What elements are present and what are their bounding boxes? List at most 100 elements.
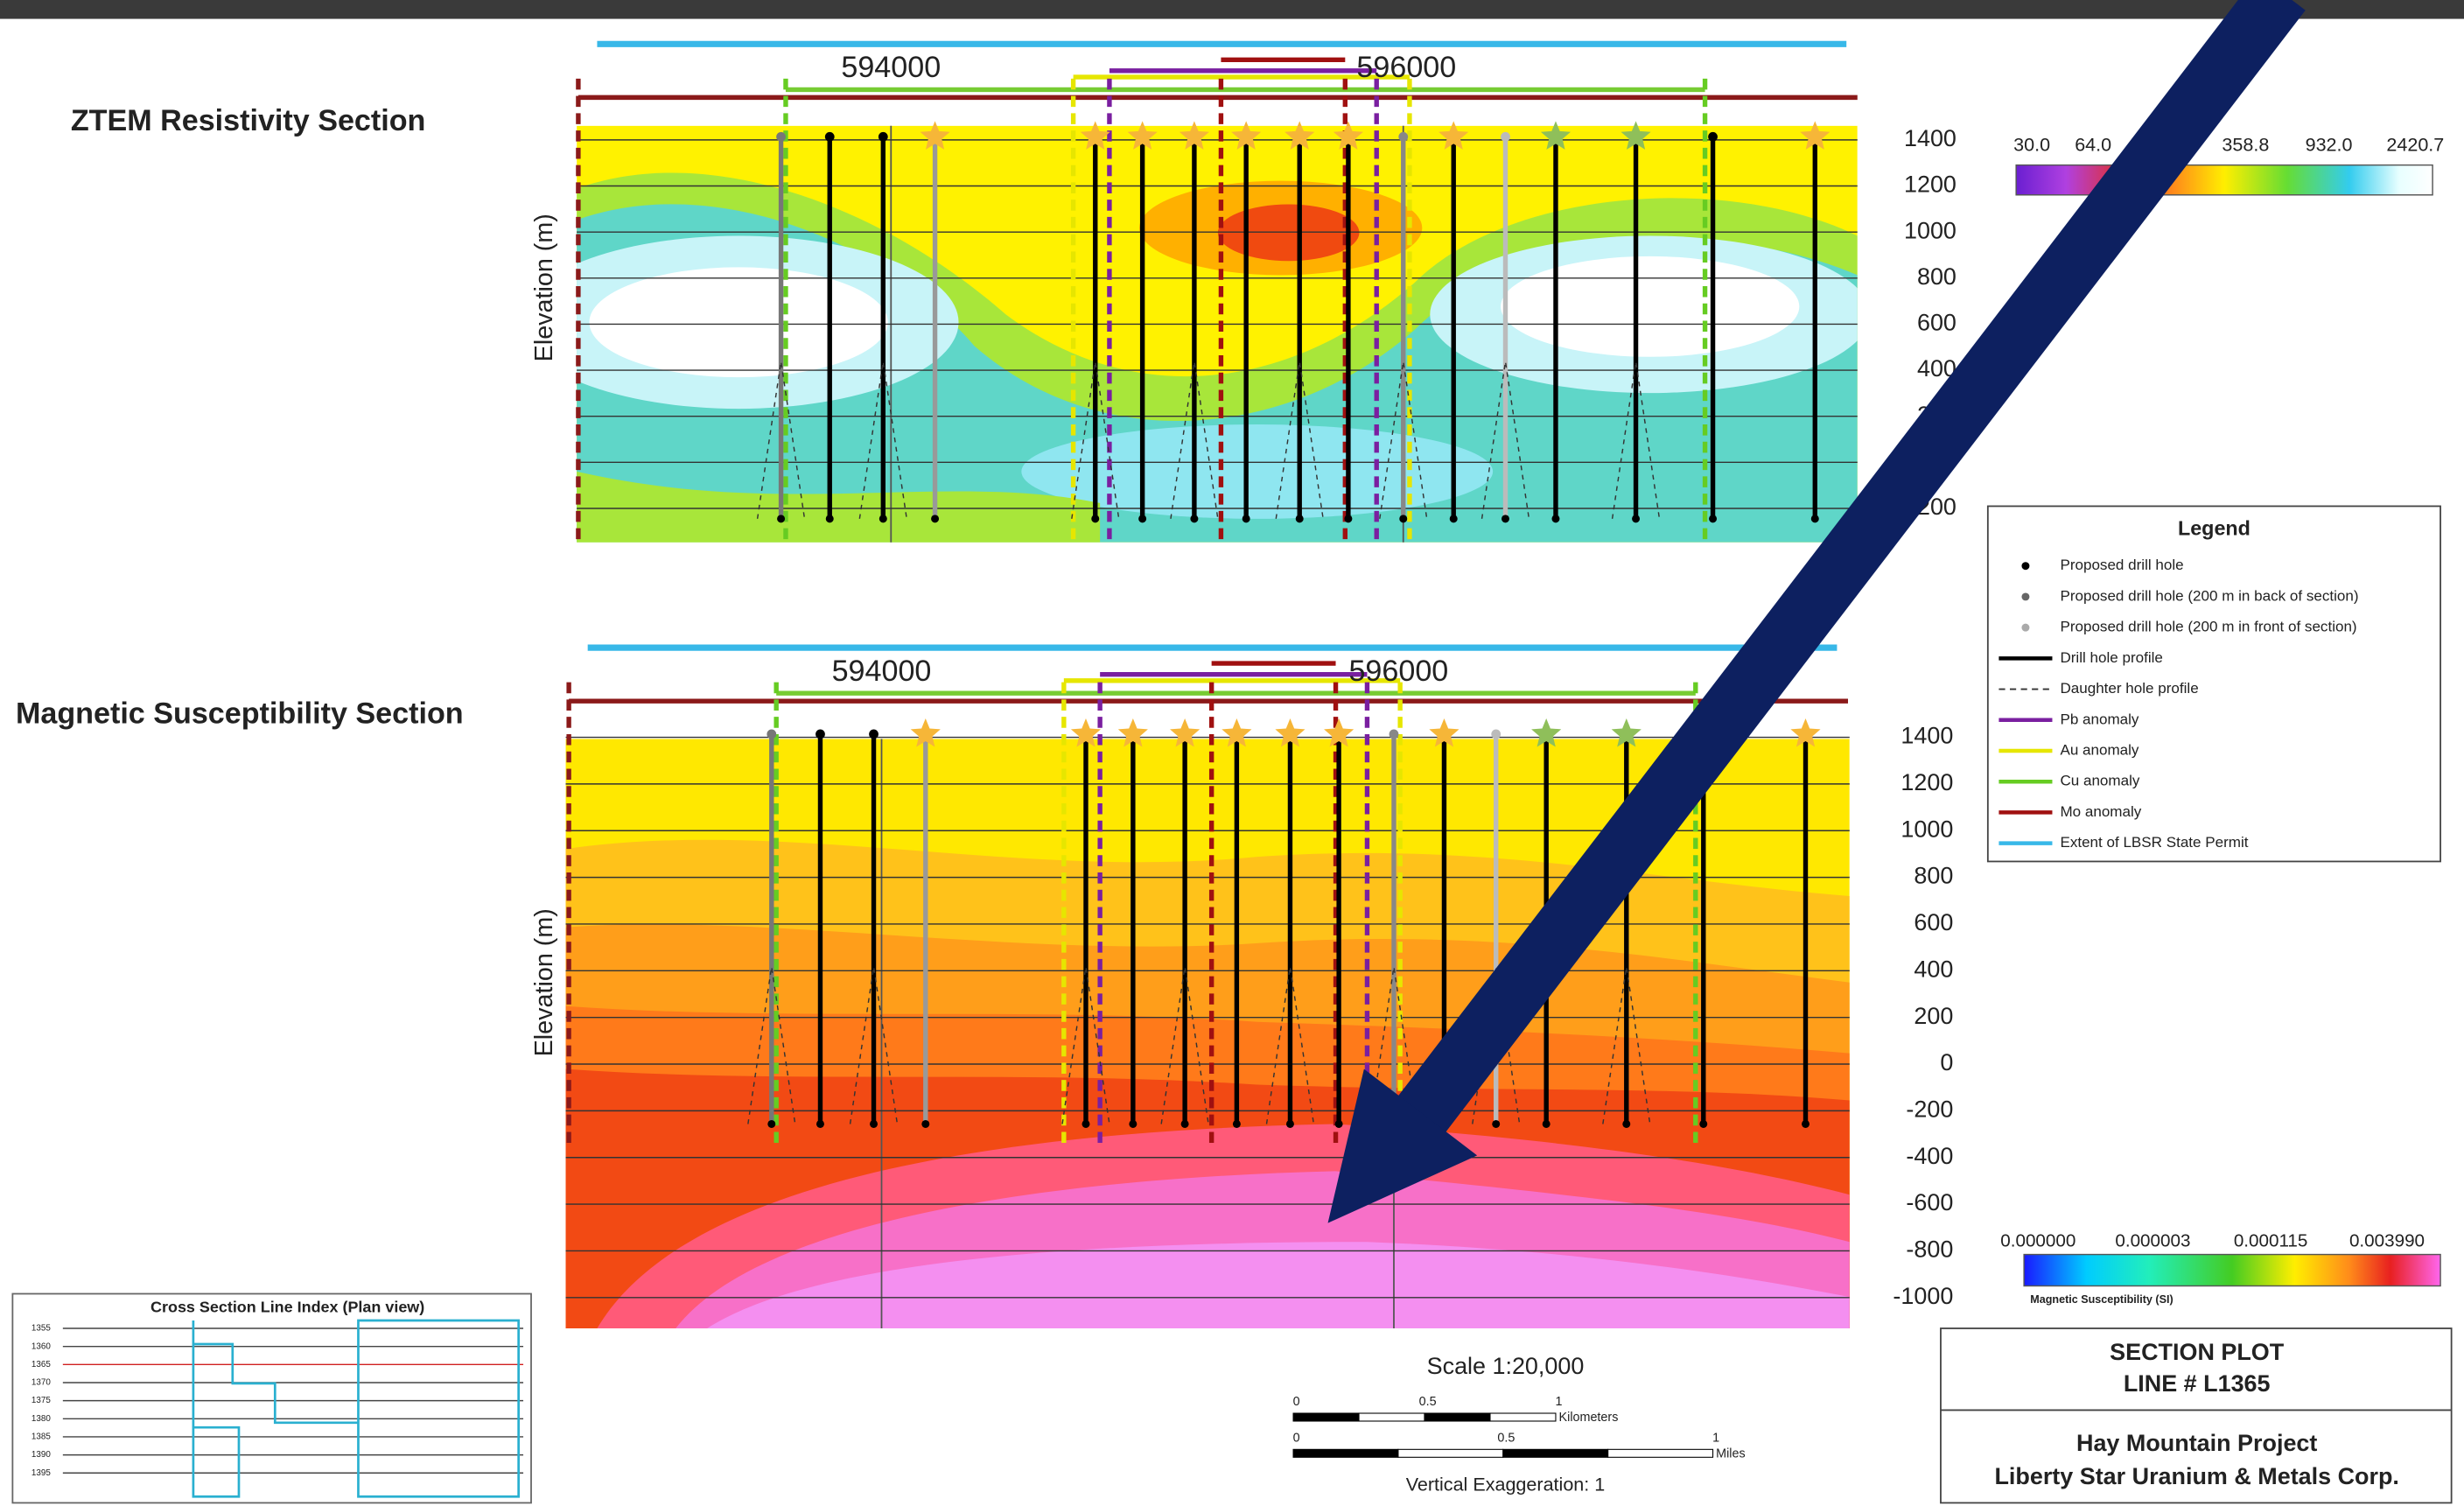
easting-label: 596000 (1348, 655, 1448, 688)
drill-star (1231, 121, 1262, 150)
colorbar-label: 2420.7 (2386, 134, 2444, 156)
y-tick-label: -1000 (1893, 1283, 1953, 1309)
top-frame (0, 0, 2464, 19)
susceptibility-fill (565, 739, 1850, 1329)
easting-label: 596000 (1356, 51, 1456, 84)
drill-hole-end (825, 515, 834, 523)
scale-bar (1292, 1412, 1360, 1422)
drill-hole-end (1622, 1119, 1631, 1128)
section-title: ZTEM Resistivity Section (71, 104, 426, 137)
drill-star (1179, 121, 1209, 150)
drill-hole-end (1449, 515, 1458, 523)
scale-label: 0.5 (1497, 1432, 1515, 1446)
drill-star (1284, 121, 1315, 150)
legend-box (1986, 505, 2441, 863)
colorbar-label: 0.003990 (2349, 1231, 2425, 1251)
drill-hole-end (870, 1119, 878, 1128)
drill-hole-end (1492, 1119, 1501, 1128)
drill-star (1620, 121, 1651, 150)
daughter-hole (849, 966, 899, 1124)
y-tick-label: 400 (1914, 956, 1953, 982)
title-line: LINE # L1365 (2124, 1370, 2271, 1397)
drill-hole-end (1285, 1119, 1294, 1128)
index-line-label: 1365 (32, 1360, 51, 1369)
y-tick-label: 800 (1917, 263, 1956, 290)
drill-hole-end (1802, 1119, 1810, 1128)
drill-hole-end (1344, 515, 1353, 523)
drill-hole-end (767, 1119, 776, 1128)
colorbar-label: 0.000115 (2234, 1231, 2308, 1251)
project-name: Hay Mountain Project (2076, 1430, 2317, 1456)
colorbar-label: 64.0 (2075, 134, 2111, 156)
drill-star (1333, 121, 1363, 150)
drill-hole-end (1082, 1119, 1090, 1128)
y-tick-label: 1400 (1904, 125, 1956, 151)
colorbar-label: 932.0 (2306, 134, 2353, 156)
scale-bar (1607, 1448, 1714, 1458)
drill-collar (816, 729, 825, 739)
legend-label: Pb anomaly (2060, 711, 2138, 727)
drill-star (1429, 718, 1460, 747)
drill-collar (878, 131, 888, 142)
daughter-hole (1472, 966, 1521, 1124)
daughter-hole (1602, 966, 1651, 1124)
colorbar (2023, 1253, 2441, 1287)
index-line-label: 1395 (32, 1468, 51, 1478)
colorbar (2015, 164, 2433, 196)
colorbar-label: 0.000000 (2000, 1231, 2076, 1251)
drill-hole-end (1399, 515, 1408, 523)
drill-star (1324, 718, 1354, 747)
legend-title: Legend (2178, 517, 2250, 540)
scale-label: 1 (1556, 1395, 1563, 1409)
drill-hole-end (1709, 515, 1718, 523)
drill-collar (1501, 131, 1510, 142)
drill-star (1080, 121, 1110, 150)
index-line-label: 1360 (32, 1341, 51, 1351)
legend-label: Au anomaly (2060, 741, 2138, 758)
drill-star (1070, 718, 1102, 747)
drill-hole-end (777, 515, 786, 523)
drill-star (1540, 121, 1572, 150)
drill-hole-end (1091, 515, 1100, 523)
company-name: Liberty Star Uranium & Metals Corp. (1994, 1463, 2398, 1489)
labels: ZTEM Resistivity Section Magnetic Suscep… (11, 51, 2453, 1504)
daughter-hole (1480, 361, 1530, 519)
daughter-hole (1265, 966, 1315, 1124)
y-tick-label: 600 (1914, 909, 1953, 935)
index-line-label: 1390 (32, 1450, 51, 1460)
drill-star (1275, 718, 1306, 747)
drill-star (910, 718, 941, 747)
index-map (11, 1292, 532, 1504)
index-line-label: 1355 (32, 1324, 51, 1334)
drill-hole-end (1502, 515, 1509, 523)
scale-bar (1502, 1448, 1609, 1458)
drill-star (1117, 718, 1148, 747)
drill-hole-end (1334, 1119, 1343, 1128)
index-outline (192, 1320, 241, 1498)
drill-hole-end (1810, 515, 1819, 523)
legend-label: Extent of LBSR State Permit (2060, 834, 2248, 851)
section-title: Magnetic Susceptibility Section (16, 697, 464, 730)
scale-bar (1292, 1448, 1399, 1458)
drill-hole-end (1542, 1119, 1550, 1128)
y-tick-label: 1200 (1900, 769, 1953, 795)
daughter-hole (1379, 361, 1428, 519)
exaggeration: Vertical Exaggeration: 1 (1406, 1473, 1606, 1495)
drill-hole-end (1232, 1119, 1241, 1128)
index-outline (192, 1319, 520, 1498)
section-decor (565, 40, 1858, 1329)
easting-label: 594000 (841, 51, 941, 84)
drill-hole-end (921, 1119, 930, 1128)
drill-hole-end (1632, 515, 1641, 523)
drill-collar (766, 729, 777, 739)
drill-star (920, 121, 950, 150)
legend-symbol (2021, 623, 2030, 632)
drill-star (1531, 718, 1562, 747)
drill-hole-end (1138, 515, 1147, 523)
drill-hole-end (878, 515, 887, 523)
index-line-label: 1380 (32, 1414, 51, 1424)
drill-star (1222, 718, 1252, 747)
drill-collar (824, 131, 835, 142)
legend-label: Cu anomaly (2060, 773, 2139, 789)
